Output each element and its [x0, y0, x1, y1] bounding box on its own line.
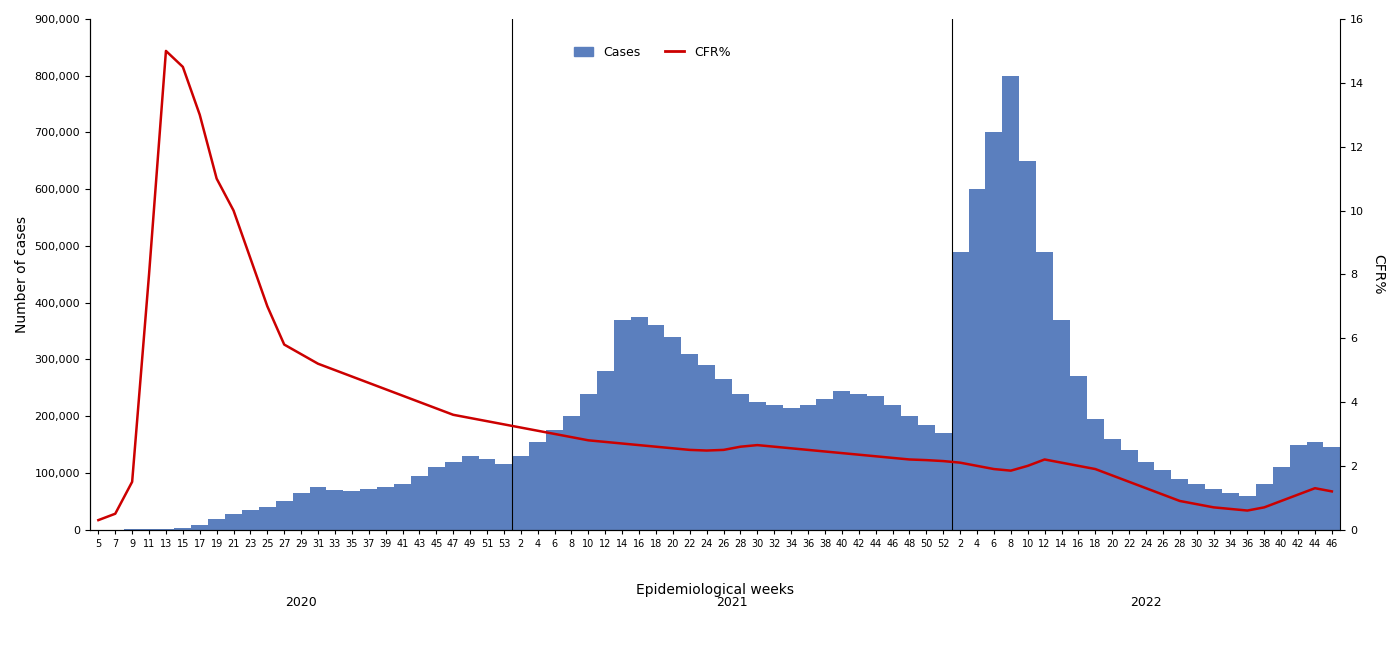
Bar — [682, 354, 699, 530]
Bar — [529, 442, 546, 530]
Bar — [952, 252, 969, 530]
Bar — [850, 394, 867, 530]
Bar — [969, 189, 986, 530]
Bar — [1036, 252, 1053, 530]
Text: 2022: 2022 — [1130, 596, 1162, 609]
Bar — [1239, 495, 1256, 530]
Bar — [326, 490, 343, 530]
Bar — [986, 133, 1002, 530]
Bar — [867, 396, 883, 530]
Bar — [445, 461, 462, 530]
Bar — [580, 394, 596, 530]
Bar — [242, 510, 259, 530]
Bar — [1019, 161, 1036, 530]
Bar — [412, 476, 428, 530]
Bar — [1205, 489, 1222, 530]
Bar — [496, 464, 512, 530]
Bar — [1138, 461, 1155, 530]
Bar — [479, 459, 496, 530]
Bar — [259, 507, 276, 530]
Bar — [715, 379, 732, 530]
Bar — [1155, 470, 1172, 530]
Bar — [630, 317, 648, 530]
Bar — [1289, 445, 1306, 530]
Bar — [393, 484, 412, 530]
Bar — [935, 433, 952, 530]
Text: 2021: 2021 — [717, 596, 748, 609]
Bar — [1103, 439, 1120, 530]
Bar — [377, 487, 393, 530]
Bar — [1120, 450, 1138, 530]
Bar — [799, 405, 816, 530]
Bar — [462, 456, 479, 530]
Bar — [883, 405, 902, 530]
Text: 2020: 2020 — [286, 596, 316, 609]
Bar — [1256, 484, 1273, 530]
Bar — [918, 425, 935, 530]
Bar — [563, 416, 580, 530]
Bar — [1002, 76, 1019, 530]
Bar — [1053, 320, 1070, 530]
Bar — [512, 456, 529, 530]
Bar — [1070, 376, 1086, 530]
Bar — [343, 491, 360, 530]
Bar — [732, 394, 749, 530]
Bar — [648, 325, 665, 530]
Bar — [596, 371, 613, 530]
Bar — [1189, 484, 1205, 530]
Bar — [1172, 479, 1189, 530]
Bar — [428, 467, 445, 530]
X-axis label: Epidemiological weeks: Epidemiological weeks — [636, 584, 794, 598]
Bar — [766, 405, 783, 530]
Y-axis label: Number of cases: Number of cases — [15, 216, 29, 333]
Bar — [1086, 419, 1103, 530]
Bar — [276, 501, 293, 530]
Bar — [816, 399, 833, 530]
Bar — [546, 430, 563, 530]
Bar — [1306, 442, 1323, 530]
Bar — [783, 408, 799, 530]
Bar — [833, 390, 850, 530]
Bar — [175, 528, 192, 530]
Bar — [360, 489, 377, 530]
Bar — [225, 514, 242, 530]
Legend: Cases, CFR%: Cases, CFR% — [570, 41, 736, 64]
Bar — [192, 525, 209, 530]
Bar — [699, 365, 715, 530]
Bar — [293, 493, 309, 530]
Bar — [157, 529, 175, 530]
Y-axis label: CFR%: CFR% — [1371, 254, 1385, 295]
Bar — [665, 337, 682, 530]
Bar — [613, 320, 630, 530]
Bar — [1323, 448, 1340, 530]
Bar — [749, 402, 766, 530]
Bar — [309, 487, 326, 530]
Bar — [209, 519, 225, 530]
Bar — [1273, 467, 1289, 530]
Bar — [1222, 493, 1239, 530]
Bar — [902, 416, 918, 530]
